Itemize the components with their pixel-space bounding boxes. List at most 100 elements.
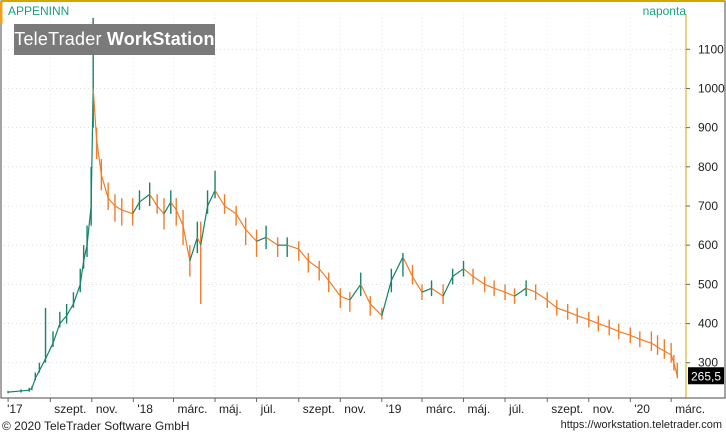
chart-panel: 300 400 500 600 700 800 900 1000 1100 '17 szept. n…: [0, 0, 726, 418]
price-segment: [79, 260, 85, 285]
price-segment: [72, 284, 81, 305]
price-segment: [28, 387, 33, 391]
x-tick-label: szept.: [551, 402, 583, 416]
price-segment: [556, 307, 568, 313]
x-tick-label: szept.: [54, 402, 86, 416]
x-tick-label: '17: [7, 402, 23, 416]
price-segment: [349, 284, 362, 301]
price-segment: [411, 276, 423, 293]
price-segment: [207, 190, 216, 207]
price-segment: [86, 205, 92, 246]
price-segment: [20, 389, 30, 392]
price-segment: [52, 323, 61, 344]
price-segment: [328, 280, 341, 297]
price-segment: [182, 225, 191, 261]
frequency-label: naponta: [642, 4, 686, 18]
y-tick-label: 700: [698, 199, 718, 213]
price-segment: [567, 311, 578, 317]
copyright-text: © 2020 TeleTrader Software GmbH: [2, 419, 190, 433]
price-segment: [452, 268, 464, 278]
price-segment: [588, 319, 599, 325]
x-tick-label: nov.: [96, 402, 118, 416]
last-value-text: 265,5: [691, 369, 721, 383]
price-segment: [390, 256, 404, 281]
x-tick-label: máj.: [468, 402, 491, 416]
price-segment: [38, 358, 47, 371]
y-tick-label: 500: [698, 277, 718, 291]
watermark-brand: TeleTrader: [14, 29, 102, 49]
ticker-label: APPENINN: [8, 4, 70, 18]
x-tick-label: márc.: [675, 402, 705, 416]
x-tick-label: nov.: [593, 402, 615, 416]
x-tick-label: júl.: [260, 402, 276, 416]
y-tick-label: 1100: [698, 42, 724, 56]
teletrader-watermark: TeleTrader WorkStation: [14, 24, 215, 55]
price-segment: [66, 303, 74, 317]
x-tick-label: '19: [386, 402, 402, 416]
price-segment: [618, 330, 631, 336]
price-segment: [298, 248, 309, 262]
price-segment: [200, 205, 209, 246]
price-segment: [121, 209, 133, 215]
x-tick-label: szept.: [303, 402, 335, 416]
price-segment: [670, 354, 675, 363]
price-segment: [235, 213, 247, 230]
price-segment: [318, 268, 330, 281]
price-segment: [442, 276, 454, 297]
price-segment: [340, 295, 351, 301]
price-segment: [189, 237, 198, 262]
price-segment: [31, 378, 36, 389]
price-segment: [431, 287, 444, 297]
price-segment: [463, 268, 474, 277]
price-segment: [657, 346, 665, 352]
y-tick-label: 300: [698, 356, 718, 370]
price-segment: [381, 280, 392, 316]
source-url[interactable]: https://workstation.teletrader.com: [560, 419, 722, 431]
price-segment: [83, 245, 88, 261]
price-segment: [149, 193, 158, 207]
price-segment: [307, 260, 320, 270]
price-segment: [224, 205, 237, 215]
x-tick-label: máj.: [219, 402, 242, 416]
price-segment: [175, 209, 184, 226]
price-segment: [59, 315, 68, 324]
grid-lines: [4, 14, 686, 398]
price-segment: [265, 236, 279, 246]
price-segment: [256, 236, 267, 242]
price-segment: [402, 256, 413, 277]
price-segment: [214, 190, 226, 207]
price-segment: [139, 193, 151, 203]
price-segment: [664, 350, 672, 356]
price-segment: [156, 205, 165, 215]
x-tick-label: '18: [137, 402, 153, 416]
y-tick-label: 900: [698, 121, 718, 135]
price-segment: [472, 276, 485, 285]
x-tick-label: márc.: [426, 402, 456, 416]
price-segment: [163, 201, 172, 215]
watermark-product: WorkStation: [106, 29, 215, 49]
x-tick-label: márc.: [178, 402, 208, 416]
last-value-badge: 265,5: [688, 367, 724, 385]
price-segment: [114, 205, 123, 211]
price-segment: [493, 287, 506, 293]
price-segment: [44, 342, 54, 360]
price-segment: [673, 362, 678, 377]
price-segment: [525, 287, 536, 293]
price-segment: [132, 201, 140, 215]
y-axis-ticks: 300 400 500 600 700 800 900 1000 1100: [686, 42, 725, 370]
price-segment: [100, 174, 109, 199]
x-tick-label: '20: [634, 402, 650, 416]
price-segment: [90, 88, 94, 207]
price-segment: [504, 291, 515, 297]
price-segment: [360, 284, 371, 305]
price-segment: [546, 299, 558, 309]
price-chart[interactable]: 300 400 500 600 700 800 900 1000 1100 '17 szept. n…: [0, 0, 726, 418]
price-segment: [245, 229, 258, 242]
price-segment: [514, 287, 527, 297]
price-series: [7, 17, 678, 394]
x-axis-ticks: '17 szept. nov. '18 márc. máj. júl. szept. nov. '…: [7, 398, 705, 416]
y-tick-label: 800: [698, 160, 718, 174]
price-segment: [608, 326, 619, 332]
x-tick-label: júl.: [508, 402, 524, 416]
price-segment: [484, 283, 495, 289]
